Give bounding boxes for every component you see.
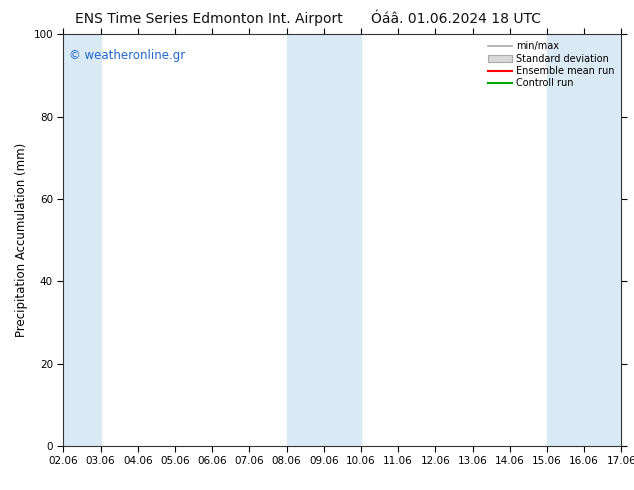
Bar [63, 34, 101, 446]
Text: Óáâ. 01.06.2024 18 UTC: Óáâ. 01.06.2024 18 UTC [372, 12, 541, 26]
Text: © weatheronline.gr: © weatheronline.gr [69, 49, 185, 62]
Y-axis label: Precipitation Accumulation (mm): Precipitation Accumulation (mm) [15, 143, 28, 337]
Text: ENS Time Series Edmonton Int. Airport: ENS Time Series Edmonton Int. Airport [75, 12, 343, 26]
Bar [547, 34, 621, 446]
Legend: min/max, Standard deviation, Ensemble mean run, Controll run: min/max, Standard deviation, Ensemble me… [484, 37, 618, 92]
Bar [287, 34, 361, 446]
